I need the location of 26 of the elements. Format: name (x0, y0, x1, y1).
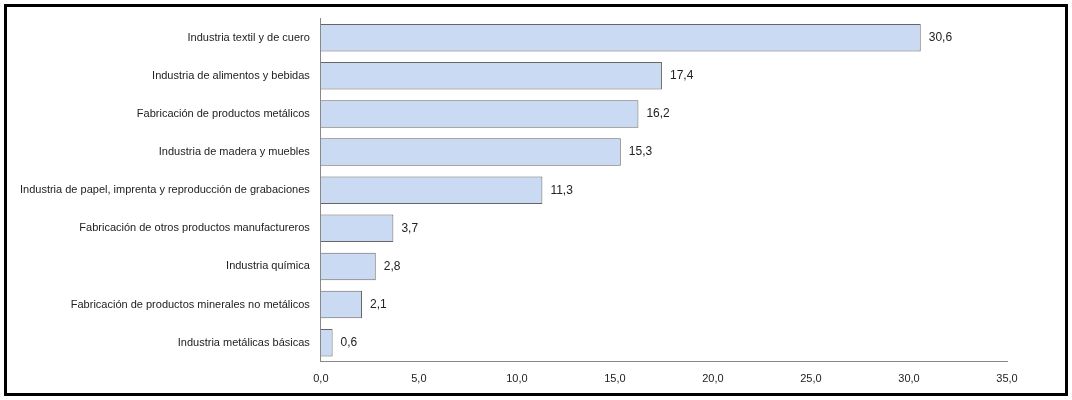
data-label: 16,2 (646, 106, 671, 121)
data-label: 3,7 (401, 220, 419, 235)
x-tick-label: 30,0 (898, 372, 920, 385)
data-label: 15,3 (628, 144, 653, 159)
y-tick-label: Industria metálicas básicas (177, 335, 311, 348)
data-label: 2,8 (383, 258, 401, 273)
x-tick-label: 35,0 (996, 372, 1018, 385)
data-label: 0,6 (340, 335, 358, 350)
y-tick-label: Industria de alimentos y bebidas (152, 68, 311, 81)
data-label: 2,1 (370, 296, 388, 311)
y-tick-label: Fabricación de productos metálicos (136, 106, 311, 119)
x-tick-label: 15,0 (604, 372, 626, 385)
y-tick-label: Industria de papel, imprenta y reproducción de grabaciones (19, 183, 311, 196)
y-tick-label: Fabricación de otros productos manufactureros (79, 221, 311, 234)
y-tick-label: Industria química (226, 259, 311, 272)
y-tick-label: Industria de madera y muebles (158, 145, 311, 158)
y-tick-label: Fabricación de productos minerales no metálicos (70, 297, 311, 310)
data-label: 11,3 (550, 182, 574, 197)
x-tick-label: 20,0 (702, 372, 724, 385)
y-tick-label: Industria textil y de cuero (187, 30, 310, 43)
x-tick-label: 5,0 (411, 372, 427, 385)
x-tick-label: 0,0 (313, 372, 329, 385)
data-label: 17,4 (669, 68, 694, 83)
data-label: 30,6 (928, 29, 953, 44)
x-tick-label: 10,0 (506, 372, 528, 385)
x-tick-label: 25,0 (800, 372, 822, 385)
